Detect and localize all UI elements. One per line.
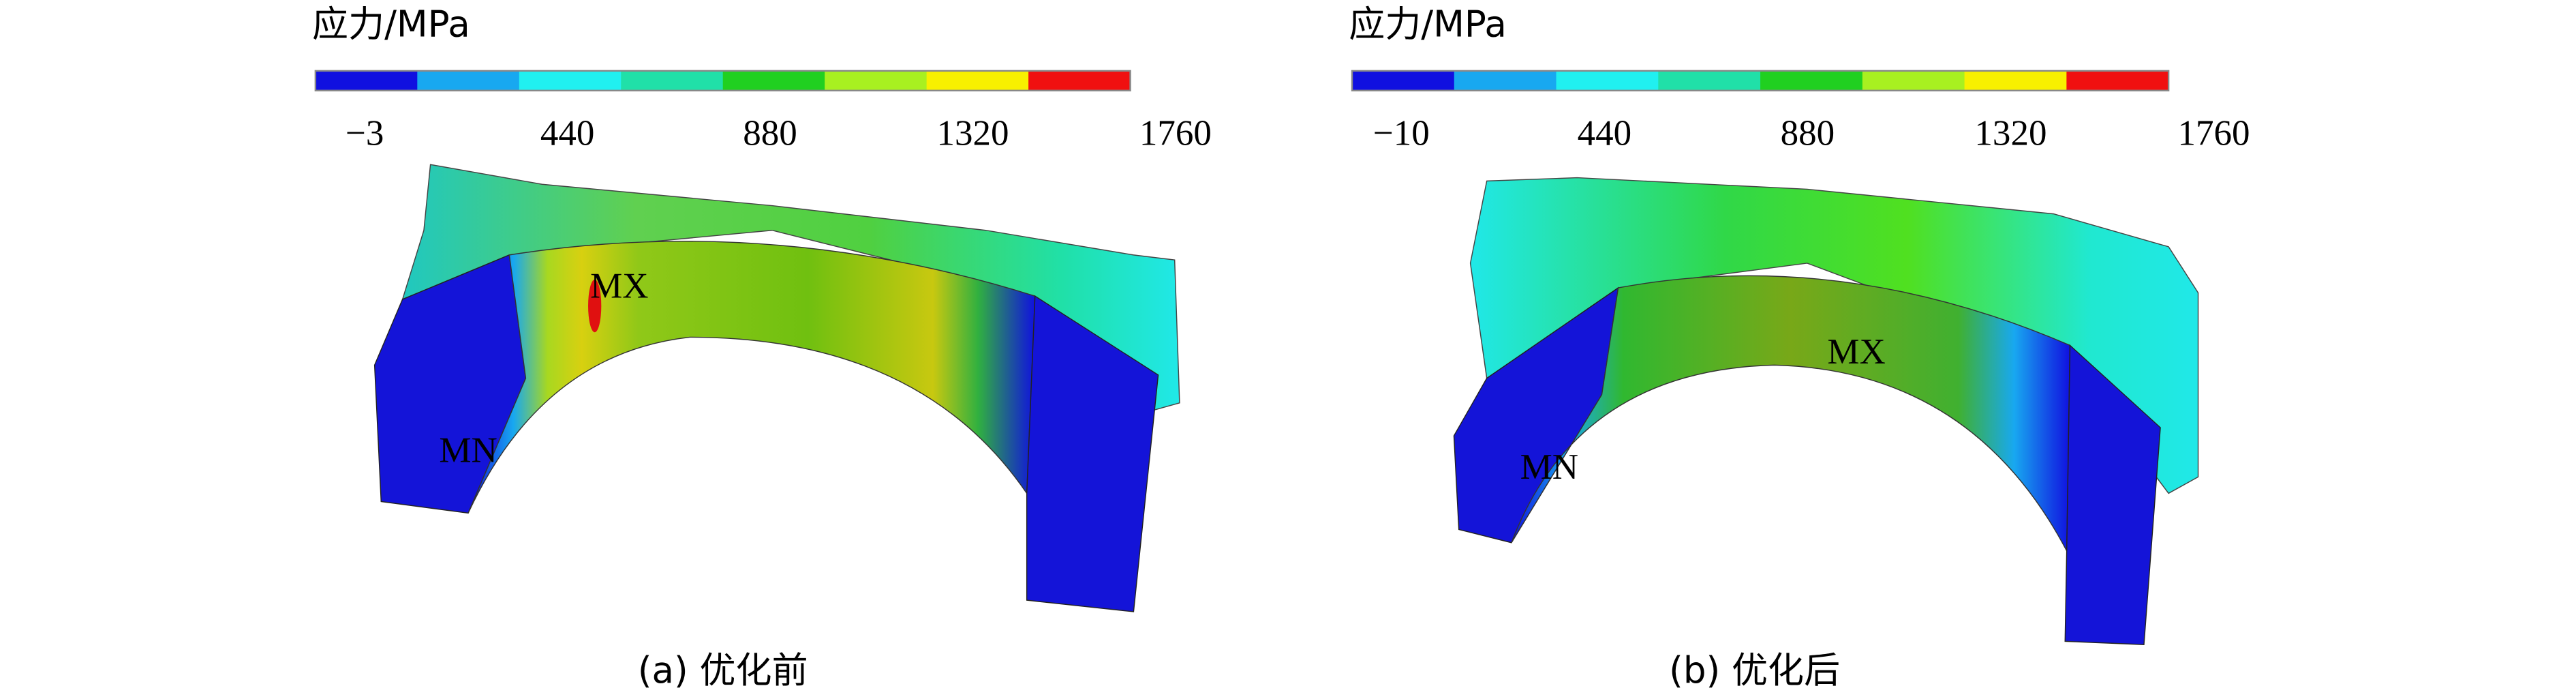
colorbar-segment xyxy=(722,70,825,91)
colorbar-tick-label: 440 xyxy=(540,113,595,153)
caption: (b) 优化后 xyxy=(1669,649,1840,691)
colorbar-frame xyxy=(314,70,1131,92)
colorbar-segment xyxy=(926,70,1029,91)
colorbar-tick-label: 880 xyxy=(1781,113,1835,153)
colorbar-segment xyxy=(1862,70,1965,91)
colorbar-segment xyxy=(1964,70,2068,91)
min-label: MN xyxy=(1520,447,1578,487)
model-b xyxy=(1453,177,2199,645)
colorbar-tick-label: 1320 xyxy=(1974,113,2046,153)
colorbar-segment xyxy=(1556,70,1659,91)
colorbar-segment xyxy=(1454,70,1557,91)
colorbar-segment xyxy=(519,70,622,91)
colorbar-segment xyxy=(315,70,418,91)
colorbar-tick-label: 440 xyxy=(1578,113,1632,153)
legend-title: 应力/MPa xyxy=(1349,3,1507,45)
caption: (a) 优化前 xyxy=(638,649,808,691)
max-label: MX xyxy=(1827,332,1885,372)
colorbar-tick-label: 1760 xyxy=(1139,113,1212,153)
colorbar-segment xyxy=(1760,70,1863,91)
colorbar-tick-label: 1320 xyxy=(936,113,1009,153)
colorbar-frame xyxy=(1351,70,2170,92)
min-label: MN xyxy=(439,431,497,471)
colorbar-segment xyxy=(825,70,927,91)
legend-title: 应力/MPa xyxy=(312,3,470,45)
colorbar-segment xyxy=(621,70,724,91)
colorbar-tick-label: 880 xyxy=(743,113,797,153)
colorbar-segment xyxy=(417,70,520,91)
model-a xyxy=(373,164,1180,612)
colorbar-segment xyxy=(1028,70,1131,91)
colorbar-segment xyxy=(2066,70,2169,91)
colorbar-segment xyxy=(1352,70,1455,91)
colorbar-tick-label: −10 xyxy=(1373,113,1430,153)
colorbar-segment xyxy=(1658,70,1761,91)
colorbar-tick-label: −3 xyxy=(346,113,384,153)
max-label: MX xyxy=(590,267,648,306)
colorbar-tick-label: 1760 xyxy=(2177,113,2250,153)
